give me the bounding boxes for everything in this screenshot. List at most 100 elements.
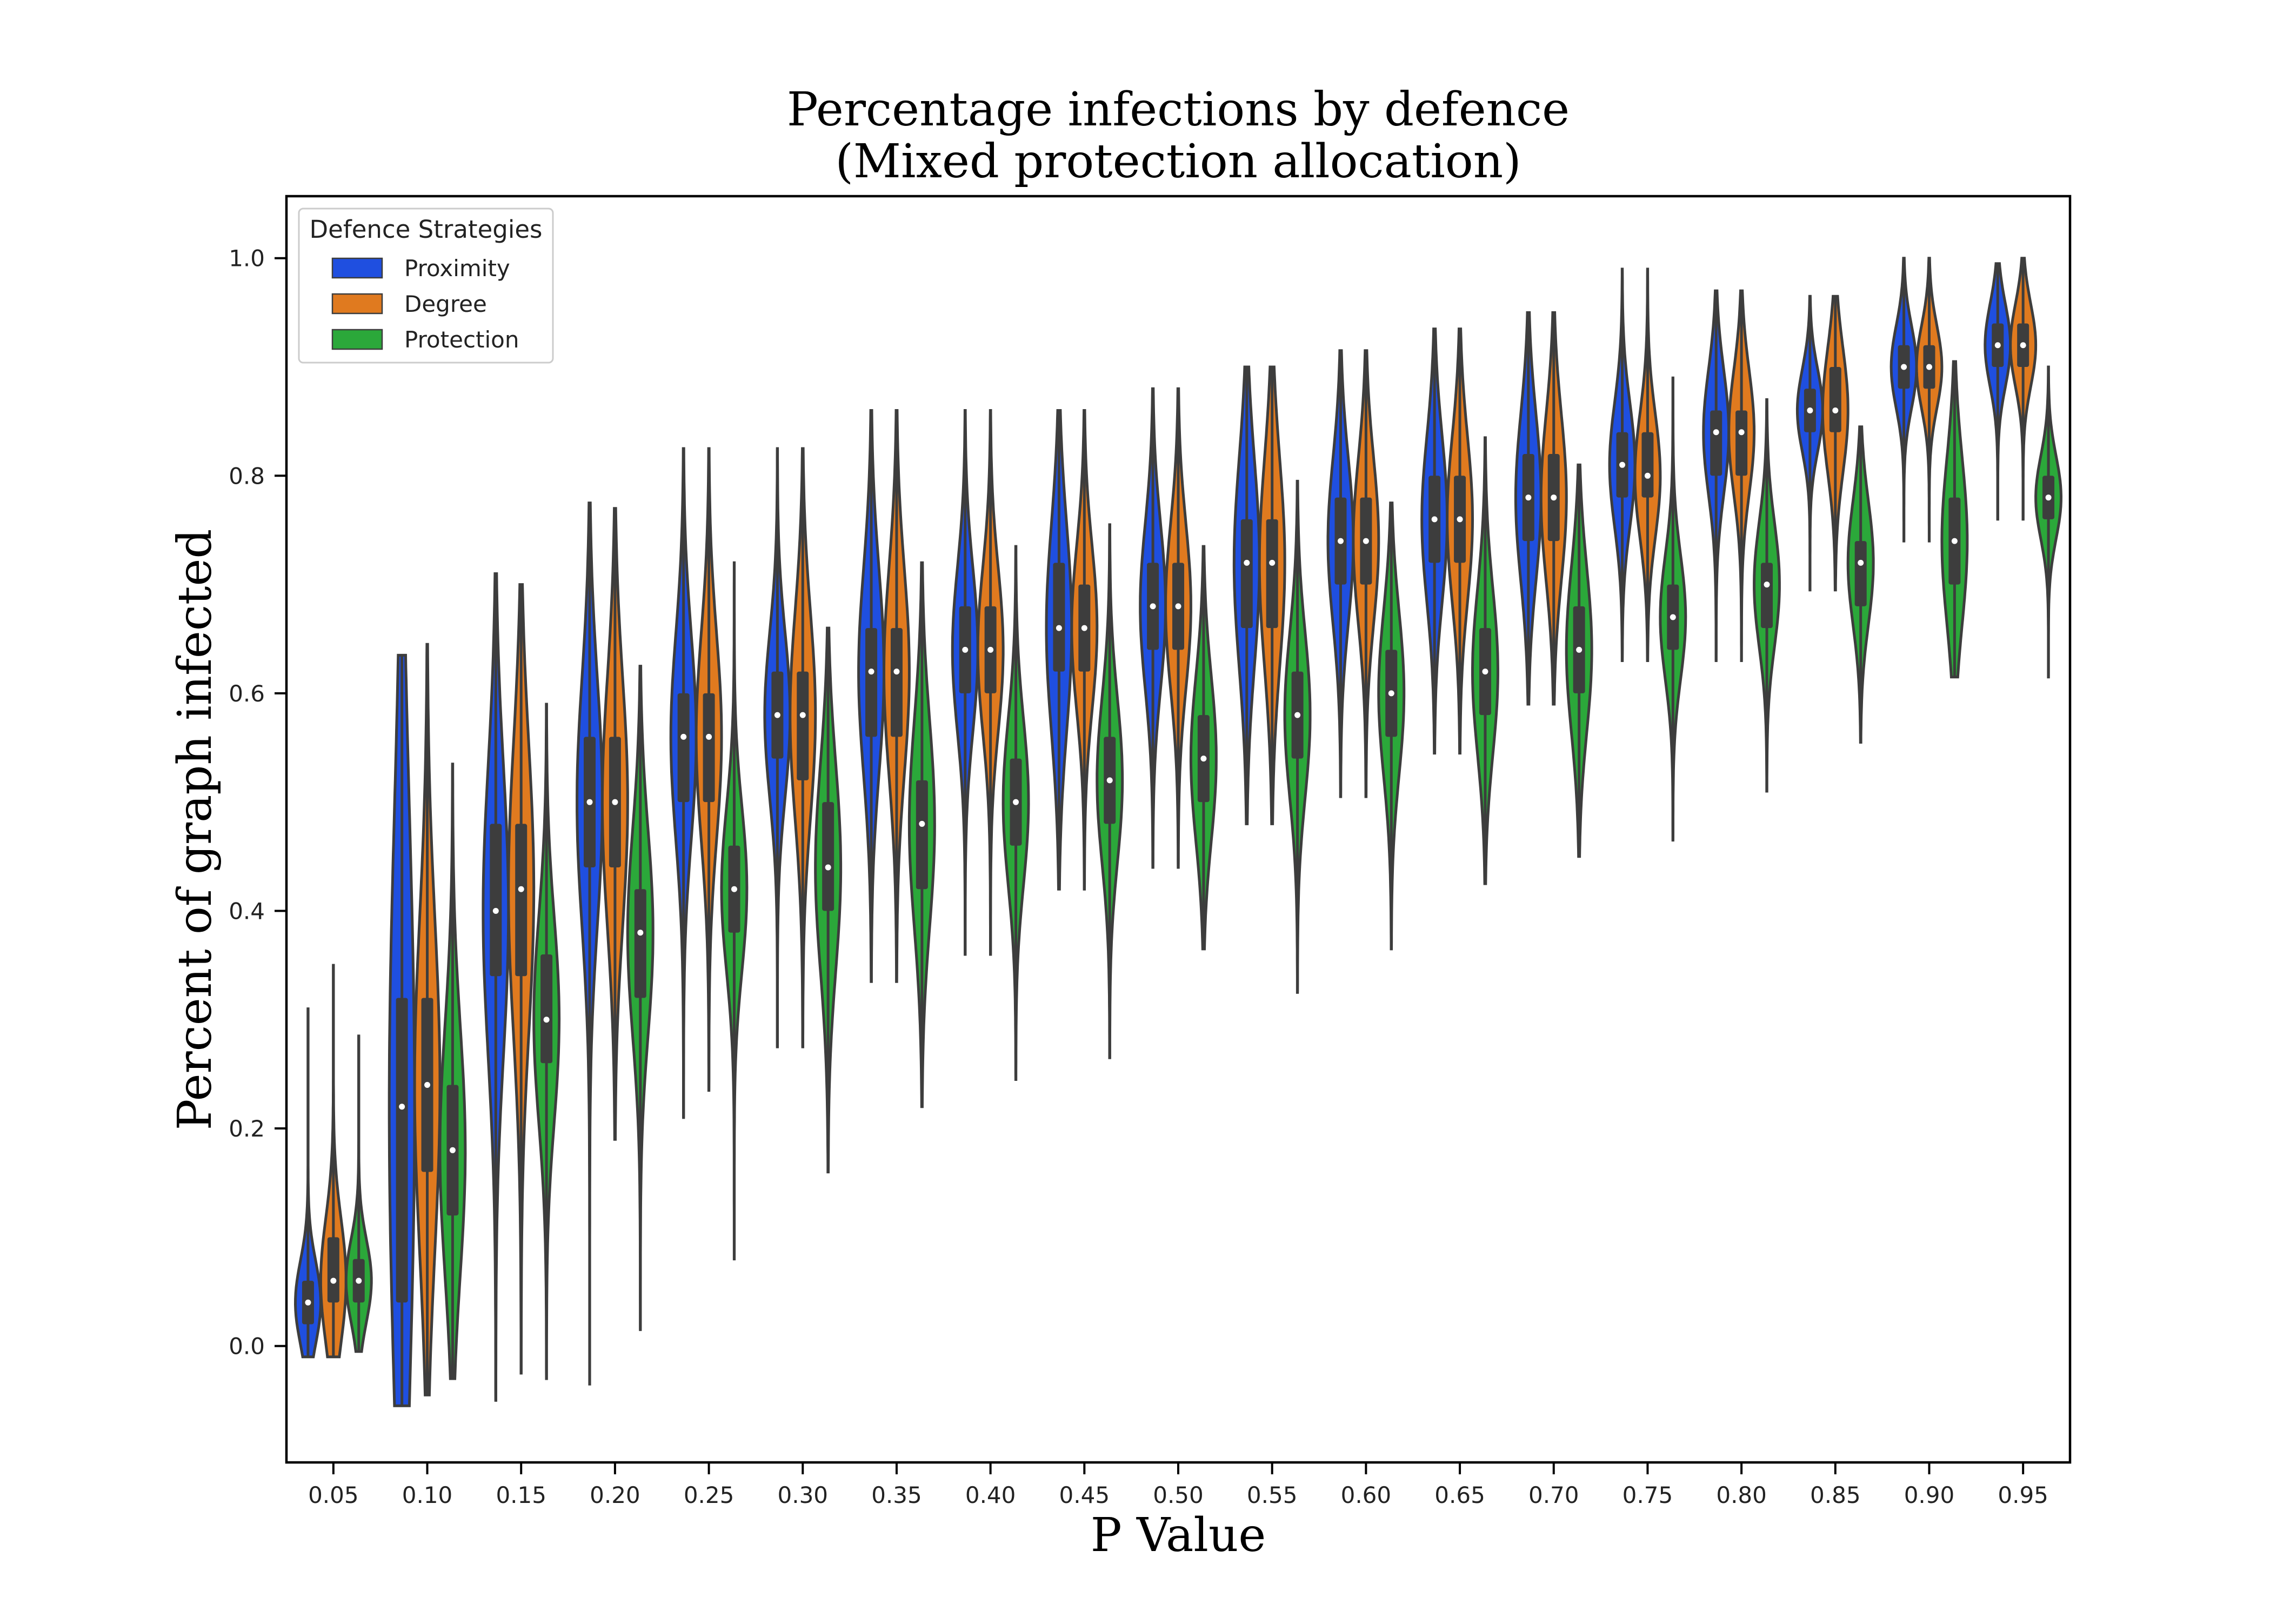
violin-median-point [1482, 669, 1488, 675]
y-axis: 0.0 0.2 0.4 0.6 0.8 1.0 [229, 245, 286, 1360]
violin-median-point [1363, 538, 1369, 544]
x-tick-label: 0.35 [871, 1482, 922, 1508]
violin-median-point [612, 799, 618, 805]
x-tick-label: 0.80 [1716, 1482, 1767, 1508]
violin-iqr-box [1829, 367, 1841, 432]
violin-median-point [774, 712, 780, 718]
violin-iqr-box [916, 780, 928, 890]
violin-median-point [518, 886, 524, 892]
y-tick-label: 0.6 [229, 680, 265, 707]
x-axis-label: P Value [1091, 1508, 1266, 1562]
violin-iqr-box [1854, 541, 1867, 606]
violin-iqr-box [797, 671, 809, 780]
violin-iqr-box [327, 1237, 339, 1303]
y-tick-label: 0.8 [229, 463, 265, 489]
violin-median-point [1457, 516, 1463, 523]
violin-median-point [731, 886, 737, 892]
violin-median-point [1106, 777, 1113, 784]
legend-label-degree: Degree [404, 291, 487, 317]
violin-iqr-box [540, 954, 553, 1064]
violin-median-point [799, 712, 806, 718]
violin-iqr-box [1053, 563, 1065, 672]
x-tick-label: 0.25 [684, 1482, 735, 1508]
violin-median-point [1926, 364, 1932, 370]
plot-marks [293, 257, 2063, 1407]
violin-median-point [492, 907, 499, 914]
violin-median-point [1150, 603, 1156, 610]
violin-median-point [637, 930, 644, 936]
x-tick-label: 0.45 [1059, 1482, 1110, 1508]
violin-iqr-box [515, 824, 528, 977]
violin-median-point [1337, 538, 1344, 544]
violin-iqr-box [396, 998, 408, 1303]
y-tick-label: 0.2 [229, 1115, 265, 1142]
violin-median-point [1551, 494, 1557, 501]
x-tick-label: 0.30 [778, 1482, 829, 1508]
violin-median-point [449, 1147, 456, 1153]
violin-median-point [1713, 429, 1719, 436]
violin-median-point [1175, 603, 1181, 610]
violin-iqr-box [1240, 519, 1253, 629]
violin-iqr-box [1761, 563, 1773, 629]
violin-median-point [330, 1278, 337, 1284]
violin-median-point [987, 646, 994, 653]
x-tick-label: 0.05 [308, 1482, 359, 1508]
violin-iqr-box [1266, 519, 1278, 629]
x-tick-label: 0.90 [1904, 1482, 1955, 1508]
legend-frame [298, 208, 554, 364]
violin-median-point [1294, 712, 1301, 718]
x-axis: 0.05 0.10 0.15 0.20 0.25 0.30 0.35 0.40 0.45 0.50… [308, 1462, 2048, 1508]
violin-median-point [868, 669, 874, 675]
violin-median-point [1269, 559, 1276, 566]
x-tick-label: 0.75 [1623, 1482, 1673, 1508]
violin-median-point [424, 1082, 431, 1088]
y-tick-label: 1.0 [229, 245, 265, 272]
violin-median-point [2045, 494, 2052, 501]
x-tick-label: 0.15 [496, 1482, 546, 1508]
y-tick-label: 0.0 [229, 1333, 265, 1360]
violin-median-point [1951, 538, 1958, 544]
legend: Defence Strategies Proximity Degree Protec… [298, 208, 554, 364]
x-tick-label: 0.65 [1434, 1482, 1485, 1508]
violin-median-point [1200, 756, 1207, 762]
y-axis-label: Percent of graph infected [168, 529, 222, 1131]
violin-iqr-box [890, 628, 903, 737]
violin-median-point [1901, 364, 1907, 370]
violin-median-point [1644, 472, 1651, 479]
x-tick-label: 0.10 [402, 1482, 453, 1508]
y-tick-label: 0.4 [229, 898, 265, 924]
violin-median-point [1576, 646, 1583, 653]
violin-median-point [893, 669, 900, 675]
violin-iqr-box [490, 824, 502, 977]
violin-median-point [1670, 614, 1676, 620]
legend-title: Defence Strategies [310, 215, 543, 244]
violin-median-point [543, 1017, 550, 1023]
violin-median-point [919, 820, 925, 827]
violin-iqr-box [1641, 432, 1654, 498]
violin-median-point [1807, 407, 1813, 414]
violin-median-point [305, 1299, 311, 1306]
x-tick-label: 0.20 [590, 1482, 640, 1508]
violin-median-point [1081, 625, 1087, 631]
violin-median-point [706, 733, 712, 740]
violin-median-point [1738, 429, 1745, 436]
chart-title-line-1: Percentage infections by defence [787, 83, 1570, 137]
violin-median-point [1619, 462, 1626, 468]
chart-title-line-2: (Mixed protection allocation) [835, 135, 1521, 189]
violin-median-point [356, 1278, 362, 1284]
violin-median-point [1388, 690, 1394, 697]
violin-iqr-box [1735, 410, 1748, 476]
violin-median-point [1832, 407, 1839, 414]
violin-median-point [825, 864, 831, 871]
legend-swatch-degree [331, 293, 383, 315]
x-tick-label: 0.60 [1341, 1482, 1392, 1508]
violin-median-point [586, 799, 593, 805]
violin-median-point [680, 733, 687, 740]
x-tick-label: 0.85 [1810, 1482, 1861, 1508]
legend-swatch-proximity [331, 257, 383, 279]
violin-iqr-box [703, 693, 715, 803]
violin-iqr-box [822, 802, 834, 911]
x-tick-label: 0.95 [1998, 1482, 2048, 1508]
